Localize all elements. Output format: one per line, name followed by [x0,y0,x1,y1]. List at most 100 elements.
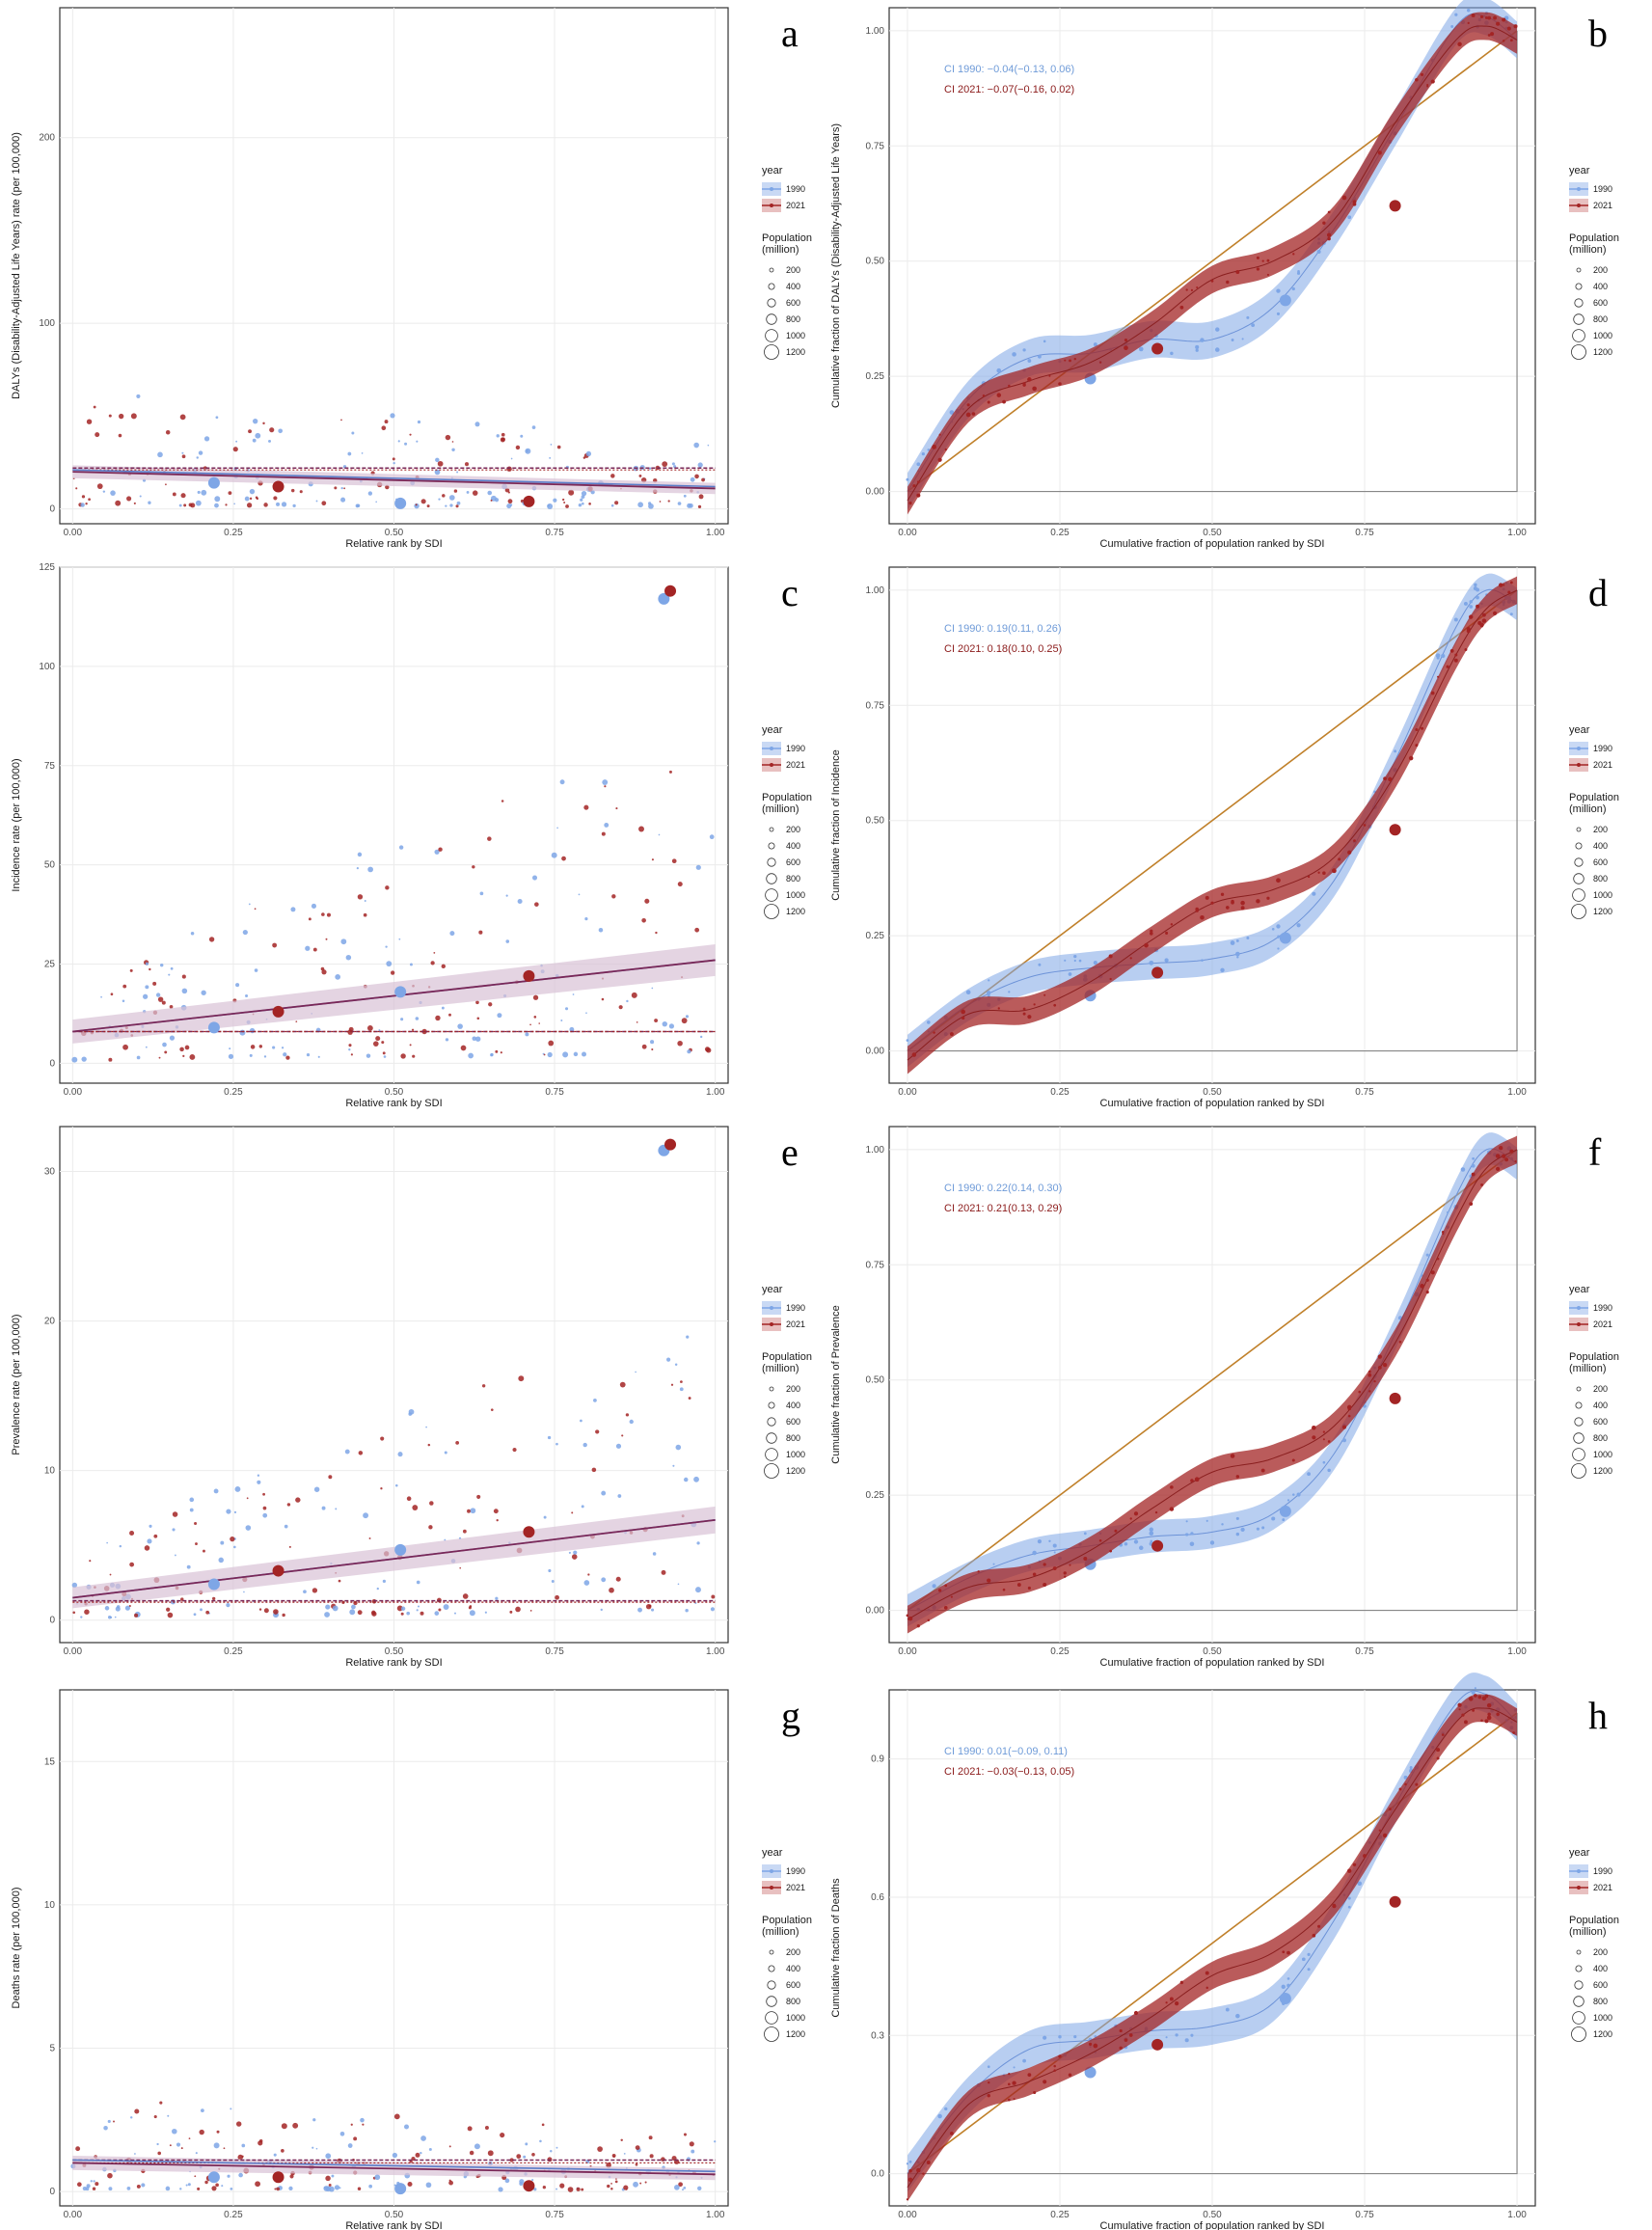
data-point [682,2189,684,2191]
data-point [334,486,338,490]
y-tick-label: 20 [44,1317,56,1327]
data-point [378,1029,381,1032]
data-point [262,1506,267,1510]
data-point [651,1047,654,1051]
data-point [147,1538,152,1544]
legend-population-label: 1000 [1593,1450,1612,1459]
data-point-2021 [1474,1694,1477,1698]
data-point-1990 [1286,1983,1290,1988]
data-point-2021 [1286,1950,1290,1955]
data-point [677,502,682,505]
data-point-2021 [916,480,920,484]
x-tick-label: 0.75 [545,1087,564,1098]
data-point [538,1022,541,1024]
data-point [321,969,327,975]
data-point-1990 [1276,288,1281,293]
data-point-2021 [1464,648,1468,651]
data-point [505,894,508,897]
data-point-1990 [1058,2034,1062,2039]
data-point-1990 [1322,1460,1326,1464]
data-point-2021 [1493,15,1498,20]
legend-population-key [764,1463,779,1479]
regression-line-2021 [72,1518,716,1599]
data-point-2021 [1266,258,1270,262]
x-tick-label: 0.75 [545,1646,564,1657]
data-point [462,1593,469,1599]
data-point [434,849,440,855]
data-point-2021 [1033,1003,1036,1006]
panel-letter: f [1588,1130,1602,1174]
data-point [195,500,202,506]
data-point [235,2121,242,2127]
x-tick-label: 0.00 [64,1646,83,1657]
x-tick-label: 0.00 [898,1087,917,1098]
data-point-2021 [1377,1354,1383,1359]
data-point [181,974,186,979]
data-point-1990 [1347,216,1351,219]
data-point-2021 [1441,1231,1445,1234]
data-point [366,1053,371,1058]
data-point [80,503,85,507]
data-point [582,502,584,505]
data-point [659,501,662,503]
data-point [591,1467,597,1473]
data-point [581,491,587,497]
y-tick-label: 0.75 [866,1260,885,1270]
data-point [262,422,265,425]
data-point [328,2186,335,2192]
data-point [580,1419,582,1423]
data-point-1990 [1453,617,1458,622]
data-point [398,938,401,940]
data-point [229,1047,231,1050]
x-tick-label: 0.00 [64,2210,83,2220]
data-point [472,1036,477,1042]
y-tick-label: 0.50 [866,1375,885,1386]
legend-population-key [1574,1980,1584,1990]
x-tick-label: 0.75 [545,2210,564,2220]
data-point-2021 [1492,611,1498,615]
y-tick-label: 1.00 [866,1145,885,1156]
data-point-1990 [1230,940,1235,945]
concentration-curve-2021 [907,589,1518,1061]
regression-line-2021 [72,959,716,1033]
data-point-2021 [906,1614,909,1618]
data-point [281,1047,284,1049]
data-point [445,504,447,507]
data-point [361,452,364,454]
legend-year-label: 1990 [1593,1303,1612,1313]
data-point [130,413,137,420]
data-point [555,2146,558,2149]
data-point-1990 [1175,2033,1178,2037]
data-point [124,1605,130,1611]
data-point [562,1051,569,1058]
data-point-1990 [1347,1896,1351,1900]
data-point-2021 [1471,1172,1476,1177]
data-point [161,1000,166,1005]
data-point-2021 [1124,2038,1128,2042]
data-point [523,2155,527,2159]
legend-population-key [764,344,779,360]
data-point-2021 [1368,1373,1372,1377]
x-tick-label: 0.25 [1050,1087,1070,1098]
data-point-2021 [916,2167,921,2173]
data-point [325,1604,331,1610]
data-point-2021 [1502,40,1505,42]
data-point-2021 [1312,1435,1316,1440]
data-point-1990 [1149,1527,1154,1533]
data-point [334,2185,340,2190]
data-point [547,1435,552,1440]
data-point-2021 [1480,1719,1483,1722]
data-point [425,2182,432,2189]
data-point-2021 [1347,850,1352,855]
data-point-2021 [1322,871,1326,875]
data-point [633,2181,638,2188]
data-point-2021 [1276,878,1281,884]
panel-b: 0.00 0.25 0.50 0.75 1.00 0.00 0.25 0.50 0.75 1.00… [830,0,1619,550]
data-point [691,2149,695,2154]
x-tick-label: 0.25 [224,528,243,538]
data-point [683,2133,688,2136]
data-point [504,487,510,493]
data-point-1990 [988,979,990,982]
data-point [500,1051,502,1054]
data-point-2021 [1129,957,1132,960]
